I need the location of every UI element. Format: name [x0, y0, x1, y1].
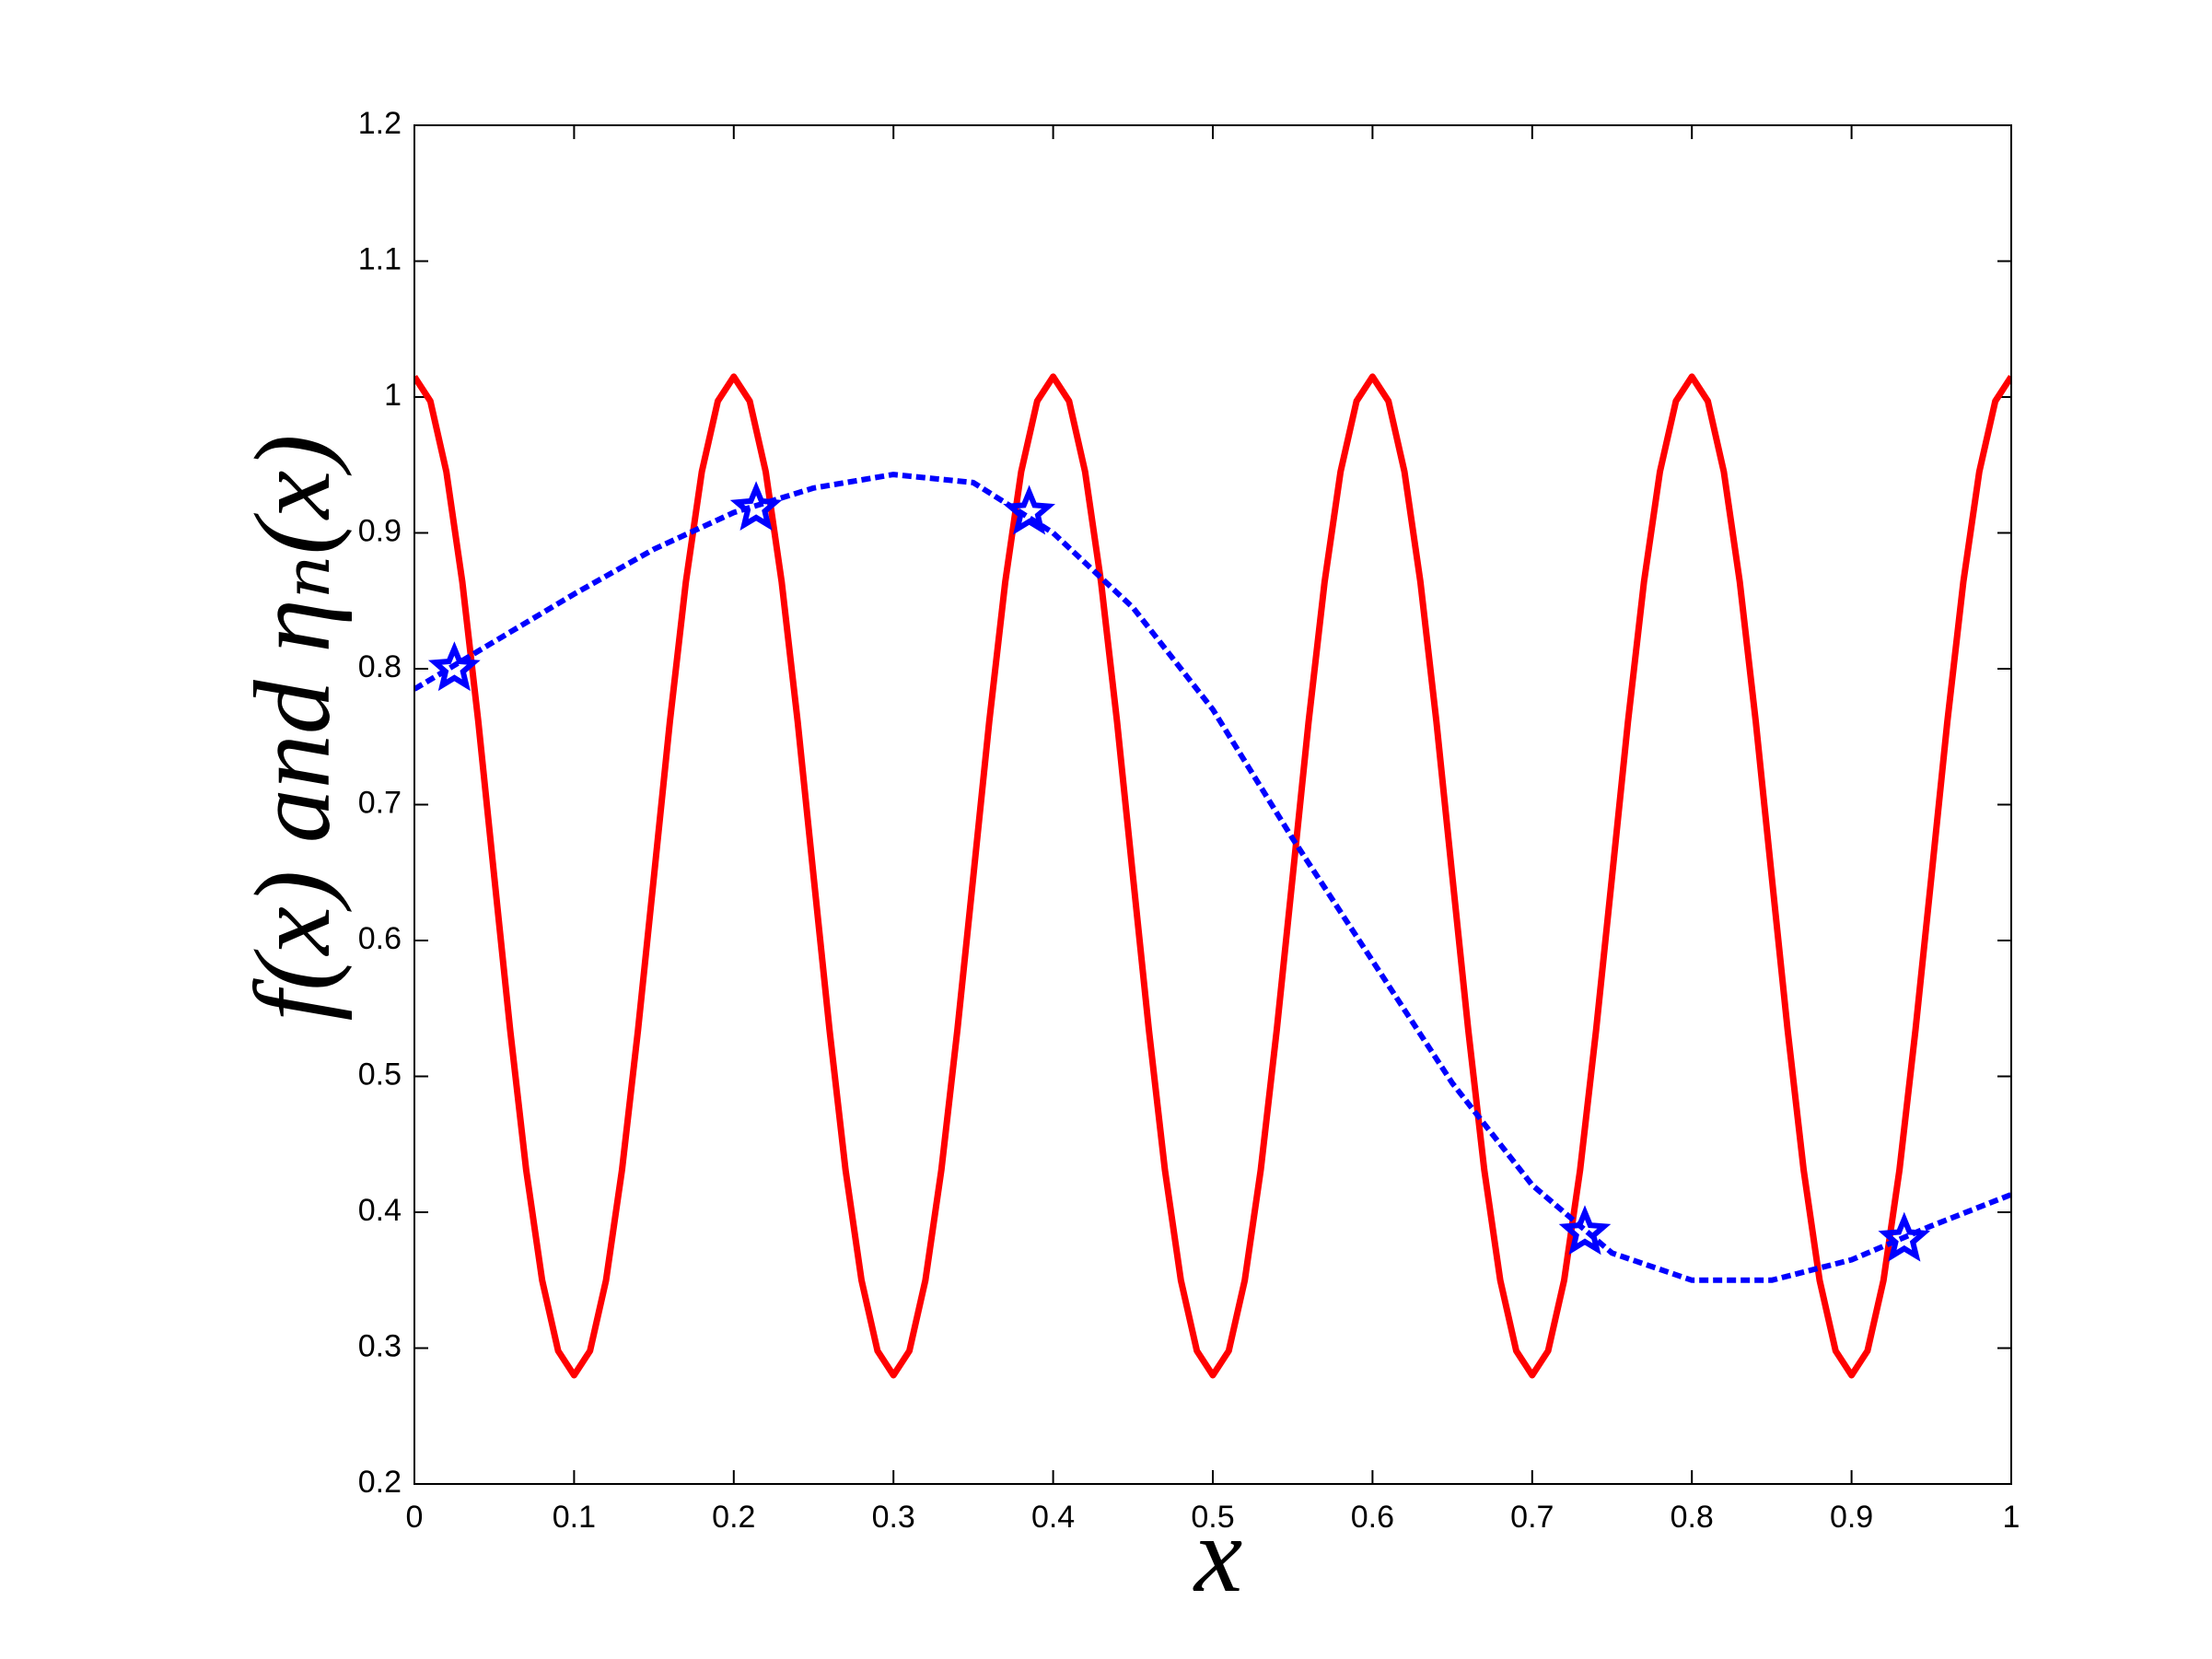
- x-tick-label: 0.7: [1510, 1500, 1554, 1535]
- x-tick-label: 0.4: [1031, 1500, 1075, 1535]
- star-marker: [427, 641, 481, 692]
- x-tick-label: 0.2: [712, 1500, 755, 1535]
- series-line: [414, 373, 2011, 1379]
- x-tick-label: 0.1: [553, 1500, 596, 1535]
- y-tick-label: 0.4: [358, 1193, 402, 1228]
- plot-frame: [413, 124, 2012, 1485]
- x-tick-label: 0.6: [1351, 1500, 1394, 1535]
- star-marker: [1003, 485, 1055, 535]
- y-axis-label: f(x) and ηₙ(x): [232, 434, 353, 1021]
- y-tick-label: 0.9: [358, 513, 402, 548]
- y-tick-label: 0.8: [358, 649, 402, 684]
- y-tick-label: 1.2: [358, 106, 402, 141]
- star-marker: [729, 481, 783, 531]
- x-tick-label: 0: [406, 1500, 424, 1535]
- series-line: [414, 472, 2011, 1283]
- y-tick-label: 0.5: [358, 1057, 402, 1092]
- y-tick-label: 0.3: [358, 1328, 402, 1363]
- y-tick-label: 1: [384, 378, 402, 413]
- star-marker: [1558, 1205, 1612, 1256]
- x-tick-label: 0.9: [1830, 1500, 1873, 1535]
- x-tick-label: 0.5: [1191, 1500, 1234, 1535]
- y-tick-label: 0.2: [358, 1465, 402, 1500]
- star-marker: [1878, 1211, 1931, 1262]
- y-tick-label: 0.6: [358, 921, 402, 956]
- x-tick-label: 0.3: [872, 1500, 915, 1535]
- x-tick-label: 1: [2003, 1500, 2020, 1535]
- y-tick-label: 1.1: [358, 241, 402, 276]
- x-axis-label: x: [1193, 1494, 1242, 1615]
- y-tick-label: 0.7: [358, 785, 402, 820]
- x-tick-label: 0.8: [1671, 1500, 1714, 1535]
